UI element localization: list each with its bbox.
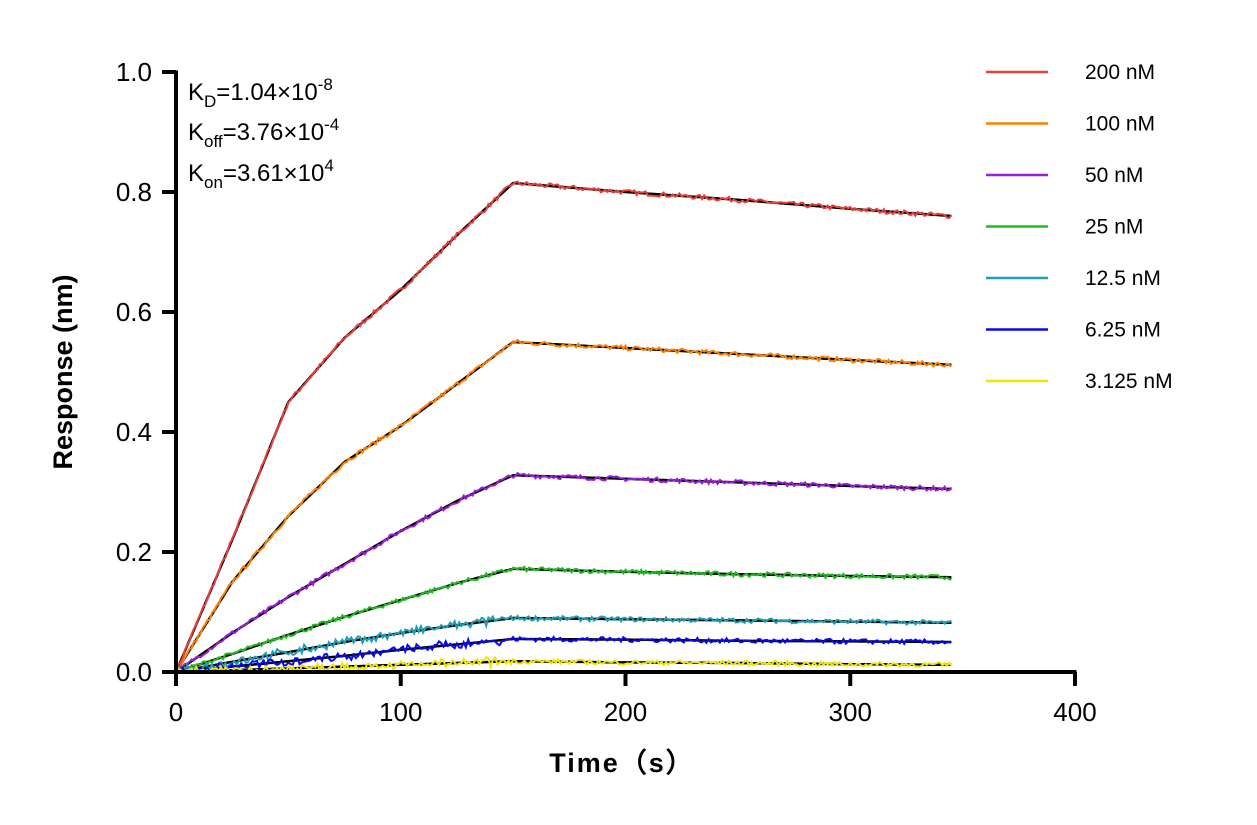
legend-label: 100 nM bbox=[1085, 113, 1155, 136]
kinetic-constants: KD=1.04×10-8 Koff=3.76×10-4 Kon=3.61×104 bbox=[188, 75, 339, 192]
series-line-12-5-nM bbox=[175, 614, 952, 675]
y-tick-label: 0.8 bbox=[116, 177, 152, 207]
y-tick-label: 1.0 bbox=[116, 57, 152, 87]
x-tick-label: 100 bbox=[379, 697, 422, 727]
series-line-50-nM bbox=[175, 471, 953, 674]
x-tick-label: 200 bbox=[604, 697, 647, 727]
legend-label: 25 nM bbox=[1085, 216, 1143, 239]
series-line-200-nM bbox=[175, 180, 953, 673]
x-tick-label: 0 bbox=[169, 697, 183, 727]
x-tick-label: 400 bbox=[1053, 697, 1096, 727]
data-lines bbox=[175, 180, 953, 675]
x-tick-label: 300 bbox=[829, 697, 872, 727]
legend-label: 200 nM bbox=[1085, 61, 1155, 84]
fit-lines bbox=[174, 181, 952, 674]
y-axis-title: Response (nm) bbox=[48, 274, 78, 469]
series-line-3-125-nM bbox=[175, 655, 953, 675]
axes: 0 100 200 300 400 0.0 0.2 0.4 0.6 0.8 1.0 bbox=[116, 57, 1097, 727]
y-tick-label: 0.4 bbox=[116, 417, 152, 447]
y-tick-label: 0.2 bbox=[116, 537, 152, 567]
legend-label: 6.25 nM bbox=[1085, 319, 1161, 342]
legend-label: 3.125 nM bbox=[1085, 370, 1173, 393]
series-line-6-25-nM bbox=[175, 635, 952, 674]
koff-annotation: Koff=3.76×10-4 bbox=[188, 115, 339, 151]
legend: 200 nM 100 nM 50 nM 25 nM 12.5 nM 6.25 nM 3.12… bbox=[986, 61, 1173, 393]
kd-annotation: KD=1.04×10-8 bbox=[188, 75, 333, 111]
y-tick-label: 0.0 bbox=[116, 657, 152, 687]
series-line-100-nM bbox=[175, 338, 952, 673]
fit-line-200-nM bbox=[174, 181, 952, 673]
kon-annotation: Kon=3.61×104 bbox=[188, 156, 334, 192]
legend-label: 12.5 nM bbox=[1085, 267, 1161, 290]
x-axis-title: Time（s） bbox=[549, 748, 695, 778]
series-line-25-nM bbox=[175, 565, 952, 674]
y-tick-label: 0.6 bbox=[116, 297, 152, 327]
legend-label: 50 nM bbox=[1085, 164, 1143, 187]
